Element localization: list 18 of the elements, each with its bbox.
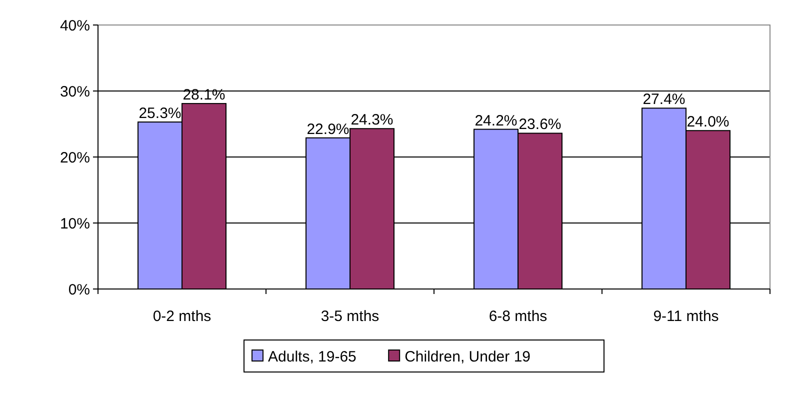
y-tick-label: 30% bbox=[60, 83, 90, 100]
legend-label: Adults, 19-65 bbox=[268, 348, 356, 366]
y-tick-label: 20% bbox=[60, 149, 90, 166]
data-label: 23.6% bbox=[518, 116, 562, 134]
x-tick-label: 3-5 mths bbox=[320, 308, 380, 325]
y-tick-label: 10% bbox=[60, 215, 90, 232]
legend-label: Children, Under 19 bbox=[404, 348, 531, 366]
x-tick-label: 6-8 mths bbox=[488, 308, 548, 325]
data-label: 24.0% bbox=[686, 114, 730, 131]
data-label: 22.9% bbox=[306, 120, 350, 138]
y-tick-label: 0% bbox=[68, 281, 90, 298]
x-tick-label: 0-2 mths bbox=[152, 308, 212, 325]
data-label: 24.2% bbox=[474, 112, 518, 130]
data-label: 27.4% bbox=[642, 91, 686, 108]
x-tick-label: 9-11 mths bbox=[653, 308, 719, 325]
y-tick-label: 40% bbox=[60, 17, 90, 34]
data-label: 24.3% bbox=[350, 112, 394, 129]
data-label: 25.3% bbox=[138, 105, 182, 122]
